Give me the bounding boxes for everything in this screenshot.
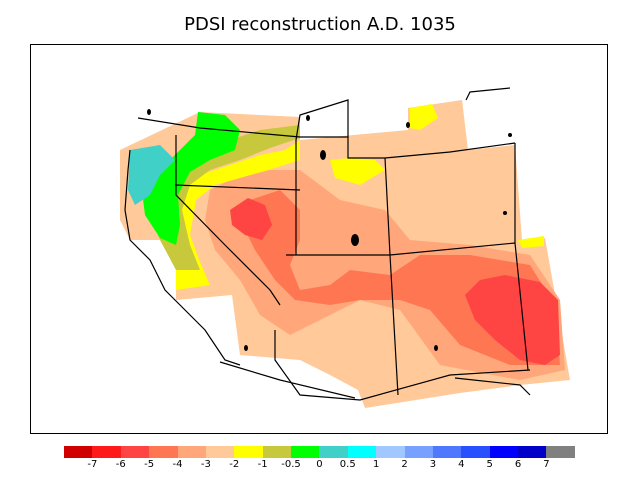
colorbar-swatch: [518, 446, 547, 458]
lakes: [147, 109, 512, 351]
colorbar-swatch: [461, 446, 490, 458]
border-id-mt: [295, 99, 349, 141]
colorbar-swatch: [347, 446, 377, 458]
border-nv-ca: [175, 135, 281, 306]
colorbar-tick-label: 0: [316, 459, 323, 470]
data-region-yellow-ne: [410, 104, 438, 130]
colorbar-tick-label: 2: [401, 459, 408, 470]
colorbar-swatch: [404, 446, 433, 458]
data-region-green: [140, 112, 240, 245]
data-region-yellow-nw: [176, 140, 300, 290]
colorbar-tick-label: 3: [429, 459, 437, 470]
colorbar: [64, 446, 575, 458]
colorbar-tick-label: -3: [200, 459, 211, 470]
border-tx: [454, 377, 531, 396]
colorbar-swatch: [120, 446, 150, 458]
border-or-ca-nv: [174, 184, 301, 191]
border-wy: [465, 87, 511, 101]
border-ut-co: [384, 157, 399, 396]
colorbar-swatch: [92, 446, 121, 458]
boundaries: [124, 87, 531, 401]
colorbar-tick-label: 5: [486, 459, 493, 470]
border-mex-gulf: [219, 361, 356, 399]
data-region-yellow-east: [518, 236, 544, 248]
colorbar-tick-label: 1: [372, 459, 380, 470]
colorbar-tick-label: -7: [87, 459, 98, 470]
colorbar-tick-label: -4: [172, 459, 183, 470]
colorbar-tick-label: 4: [458, 459, 465, 470]
colorbar-ticks: -7 -6 -5 -4 -3 -2 -1 -0.5 0 0.5 1 2 3 4 5 6 7: [64, 459, 578, 473]
colorbar-swatch: [262, 446, 291, 458]
colorbar-swatch: [234, 446, 263, 458]
colorbar-tick-label: -6: [115, 459, 126, 470]
colorbar-swatch: [376, 446, 405, 458]
colorbar-swatch: [64, 446, 93, 458]
border-co-ks: [514, 143, 529, 371]
data-region-red-east: [465, 275, 560, 365]
map-title: PDSI reconstruction A.D. 1035: [184, 14, 456, 35]
colorbar-swatch: [489, 446, 518, 458]
border-az-mx: [274, 330, 531, 401]
colorbar-tick-label: 6: [514, 459, 522, 470]
data-region-yellow-north: [330, 158, 385, 185]
colorbar-swatch: [205, 446, 235, 458]
colorbar-swatch: [319, 446, 348, 458]
colorbar-tick-label: -1: [257, 459, 268, 470]
colorbar-tick-label: 7: [543, 459, 550, 470]
colorbar-swatch: [291, 446, 320, 458]
colorbar-tick-label: -2: [229, 459, 240, 470]
data-region-red-west: [230, 198, 272, 240]
colorbar-swatch: [149, 446, 178, 458]
colorbar-tick-label: -5: [144, 459, 155, 470]
colorbar-swatch: [546, 446, 575, 458]
coastline-west: [124, 149, 241, 366]
colorbar-tick-label: 0.5: [339, 459, 356, 470]
data-region-teal: [128, 145, 175, 205]
border-north: [137, 117, 516, 159]
colorbar-tick-label: -0.5: [281, 459, 301, 470]
colorbar-swatch: [177, 446, 206, 458]
colorbar-swatch: [432, 446, 462, 458]
